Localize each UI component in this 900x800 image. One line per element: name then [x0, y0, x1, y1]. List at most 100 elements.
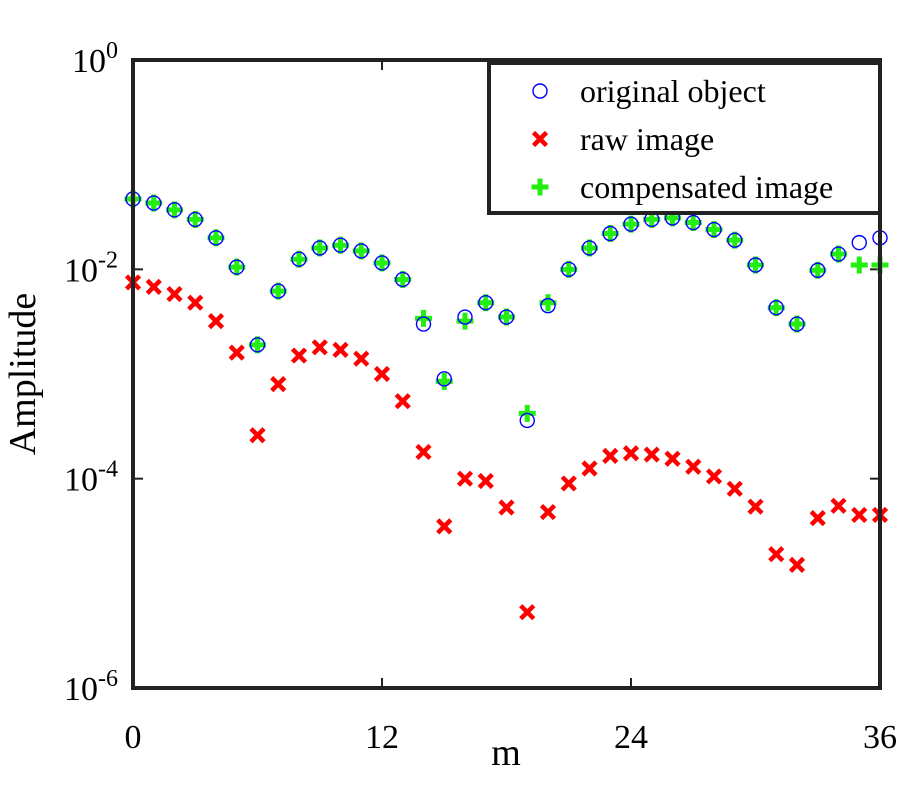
raw-image-point-stroke	[747, 498, 764, 515]
raw-image-point	[477, 472, 494, 490]
raw-image-point-stroke	[270, 376, 287, 393]
raw-image-point	[353, 350, 370, 367]
compensated-image-point	[498, 308, 515, 326]
original-object-point	[830, 246, 847, 262]
compensated-image-point	[228, 258, 246, 276]
original-object-point	[291, 251, 307, 267]
y-axis-label: Amplitude	[2, 293, 44, 456]
raw-image-point-stroke	[311, 339, 328, 356]
compensated-image-point	[311, 239, 329, 257]
legend-label-compensated-image: compensated image	[580, 169, 833, 205]
raw-image-point	[602, 447, 619, 464]
original-object-point	[374, 255, 390, 271]
raw-image-point-stroke	[809, 510, 826, 527]
compensated-image-point	[166, 201, 183, 219]
original-object-point	[312, 240, 328, 256]
raw-image-point-stroke	[290, 347, 308, 364]
compensated-image-point	[477, 294, 495, 312]
raw-image-point	[332, 341, 349, 358]
original-object-point	[623, 216, 639, 232]
compensated-image-point	[352, 242, 370, 260]
raw-image-point	[747, 498, 764, 515]
raw-image-point-stroke	[436, 518, 453, 535]
raw-image-point-stroke	[228, 344, 245, 361]
compensated-image-point	[290, 250, 308, 268]
data-marks	[124, 190, 889, 621]
original-object-point	[436, 371, 452, 387]
raw-image-point-stroke	[477, 472, 494, 490]
legend-marker-raw-image	[531, 130, 549, 148]
original-object-point	[747, 257, 764, 273]
raw-image-point	[622, 445, 640, 462]
raw-image-point-stroke	[394, 393, 411, 410]
original-object-point	[457, 309, 473, 325]
raw-image-point	[498, 499, 515, 516]
raw-image-point	[560, 475, 577, 492]
compensated-image-point	[809, 261, 827, 279]
original-object-point	[146, 195, 162, 211]
original-object-point	[540, 297, 556, 314]
compensated-image-point	[747, 256, 764, 274]
raw-image-point-stroke	[788, 556, 806, 573]
x-tick-label: 12	[365, 719, 399, 756]
raw-image-point	[726, 480, 743, 497]
raw-image-point	[290, 347, 308, 364]
y-tick-label: 10-2	[64, 247, 118, 289]
raw-image-point-stroke	[560, 475, 577, 492]
raw-image-point-stroke	[705, 468, 723, 485]
raw-image-point	[394, 393, 411, 410]
raw-image-point-stroke	[622, 445, 640, 462]
original-object-point	[519, 412, 535, 429]
raw-image-point-stroke	[726, 480, 743, 497]
original-object-point	[685, 214, 701, 231]
legend-marker-original-object	[532, 83, 548, 99]
compensated-image-point	[145, 194, 163, 212]
compensated-image-point	[767, 299, 785, 317]
compensated-image-point	[830, 245, 847, 263]
raw-image-point-stroke	[664, 450, 681, 467]
compensated-image-point	[415, 309, 432, 327]
compensated-image-point	[207, 229, 225, 247]
raw-image-point	[519, 604, 536, 621]
raw-image-point-stroke	[145, 278, 162, 295]
raw-image-point-stroke	[353, 350, 370, 367]
legend-label-raw-image: raw image	[580, 121, 714, 157]
raw-image-point-stroke	[415, 443, 432, 461]
original-object-point	[166, 202, 183, 218]
original-object-point	[270, 283, 286, 299]
raw-image-point	[581, 460, 598, 477]
raw-image-point-stroke	[581, 460, 598, 477]
compensated-image-point	[726, 231, 744, 249]
compensated-image-point	[560, 260, 578, 278]
raw-image-point	[685, 458, 702, 475]
original-object-point	[581, 240, 598, 256]
raw-image-point	[788, 556, 806, 573]
y-tick-label: 10-6	[64, 666, 118, 708]
compensated-image-point	[394, 270, 412, 288]
raw-image-point-stroke	[166, 286, 183, 303]
raw-image-point-stroke	[456, 470, 474, 487]
raw-image-point-stroke	[539, 503, 557, 521]
axes-layer: 0 12 24 36 100 10-2 10-4 10-6	[64, 38, 897, 756]
raw-image-point-stroke	[685, 458, 702, 475]
raw-image-point	[539, 503, 557, 521]
raw-image-point-stroke	[519, 604, 536, 621]
original-object-point	[810, 262, 826, 278]
x-tick-label: 0	[125, 719, 142, 756]
raw-image-point	[456, 470, 474, 487]
legend: original object raw image compensated im…	[487, 61, 882, 215]
original-object-point	[229, 259, 245, 275]
raw-image-point	[705, 468, 723, 485]
x-tick-label: 24	[614, 719, 648, 756]
raw-image-point-stroke	[851, 506, 868, 524]
compensated-image-point	[435, 372, 453, 390]
raw-image-point	[643, 446, 660, 463]
original-object-point	[187, 211, 203, 228]
compensated-image-point	[186, 210, 204, 228]
compensated-image-point	[622, 215, 640, 233]
compensated-image-point	[332, 236, 349, 254]
raw-image-point	[809, 510, 826, 527]
raw-image-point-stroke	[207, 313, 225, 330]
raw-image-point-stroke	[830, 497, 847, 514]
raw-image-point	[768, 546, 785, 563]
